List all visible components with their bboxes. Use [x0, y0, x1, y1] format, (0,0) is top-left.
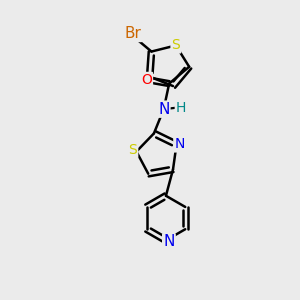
Text: O: O [141, 73, 152, 87]
Text: N: N [158, 102, 169, 117]
Text: N: N [163, 234, 175, 249]
Text: Br: Br [124, 26, 141, 41]
Text: S: S [128, 143, 137, 157]
Text: H: H [176, 101, 186, 115]
Text: S: S [172, 38, 180, 52]
Text: N: N [174, 137, 185, 152]
